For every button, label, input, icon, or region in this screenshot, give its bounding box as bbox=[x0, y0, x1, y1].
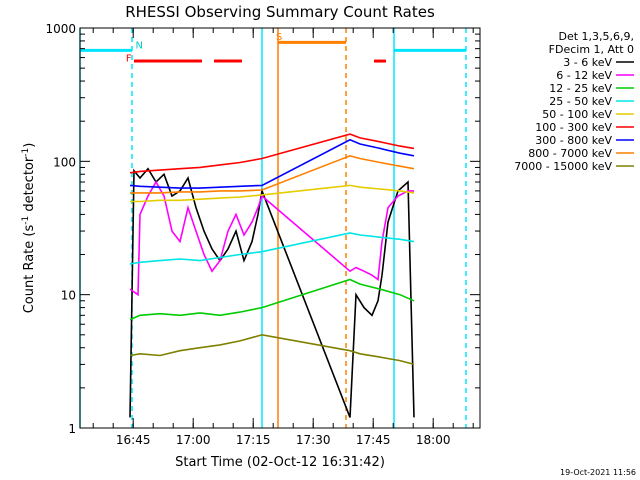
series-line-4 bbox=[130, 184, 415, 203]
legend-label-1: 6 - 12 keV bbox=[556, 69, 612, 82]
x-tick-label-2: 17:15 bbox=[236, 433, 271, 447]
series-line-3 bbox=[129, 232, 415, 265]
legend-label-7: 800 - 7000 keV bbox=[528, 147, 612, 160]
legend-label-0: 3 - 6 keV bbox=[563, 56, 612, 69]
annotation-1: F bbox=[126, 54, 132, 65]
legend-label-6: 300 - 800 keV bbox=[535, 134, 612, 147]
series-line-2 bbox=[129, 278, 415, 321]
x-tick-label-0: 16:45 bbox=[116, 433, 151, 447]
y-axis-label-sup2: -1 bbox=[21, 148, 31, 157]
y-tick-label-0: 1 bbox=[68, 422, 76, 436]
x-axis-label: Start Time (02-Oct-12 16:31:42) bbox=[175, 455, 385, 470]
legend-header-1: FDecim 1, Att 0 bbox=[549, 43, 634, 56]
x-tick-label-4: 17:45 bbox=[356, 433, 391, 447]
legend-header-0: Det 1,3,5,6,9, bbox=[558, 30, 634, 43]
series-line-0 bbox=[129, 167, 415, 418]
series-line-7 bbox=[130, 154, 415, 194]
legend-label-5: 100 - 300 keV bbox=[535, 121, 612, 134]
y-axis-label-main: Count Rate (s bbox=[22, 225, 37, 314]
y-tick-label-2: 100 bbox=[53, 155, 76, 169]
y-tick-label-3: 1000 bbox=[45, 22, 76, 36]
series-line-8 bbox=[129, 333, 415, 366]
x-tick-label-3: 17:30 bbox=[296, 433, 331, 447]
plot-frame bbox=[79, 27, 481, 429]
y-axis-label-mid: detector bbox=[22, 156, 37, 216]
svg-text:Count Rate (s-1 detector-1): Count Rate (s-1 detector-1) bbox=[21, 143, 37, 314]
x-tick-label-1: 17:00 bbox=[176, 433, 211, 447]
series-line-5 bbox=[129, 133, 415, 174]
y-tick-label-1: 10 bbox=[61, 289, 76, 303]
y-axis-label-end: ) bbox=[22, 143, 37, 148]
chart-title: RHESSI Observing Summary Count Rates bbox=[125, 3, 435, 21]
legend-label-8: 7000 - 15000 keV bbox=[514, 160, 612, 173]
legend-label-2: 12 - 25 keV bbox=[549, 82, 612, 95]
legend: Det 1,3,5,6,9,FDecim 1, Att 03 - 6 keV6 … bbox=[514, 30, 634, 173]
series-line-1 bbox=[129, 180, 414, 297]
y-axis-label: Count Rate (s-1 detector-1) bbox=[21, 143, 37, 314]
annotations: NF S bbox=[126, 32, 282, 64]
x-tick-label-5: 18:00 bbox=[416, 433, 451, 447]
legend-label-3: 25 - 50 keV bbox=[549, 95, 612, 108]
annotation-2: S bbox=[276, 32, 282, 43]
vertical-markers bbox=[79, 28, 467, 428]
y-axis-label-sup1: -1 bbox=[21, 216, 31, 225]
flag-bars bbox=[80, 40, 466, 63]
legend-label-4: 50 - 100 keV bbox=[542, 108, 612, 121]
footer-date: 19-Oct-2021 11:56 bbox=[560, 468, 636, 477]
series-lines bbox=[129, 133, 415, 418]
annotation-0: N bbox=[135, 41, 142, 52]
axes: 16:45 17:00 17:15 17:30 17:45 18:00 1 10 100 1000 bbox=[45, 22, 481, 447]
series-line-6 bbox=[129, 138, 415, 189]
